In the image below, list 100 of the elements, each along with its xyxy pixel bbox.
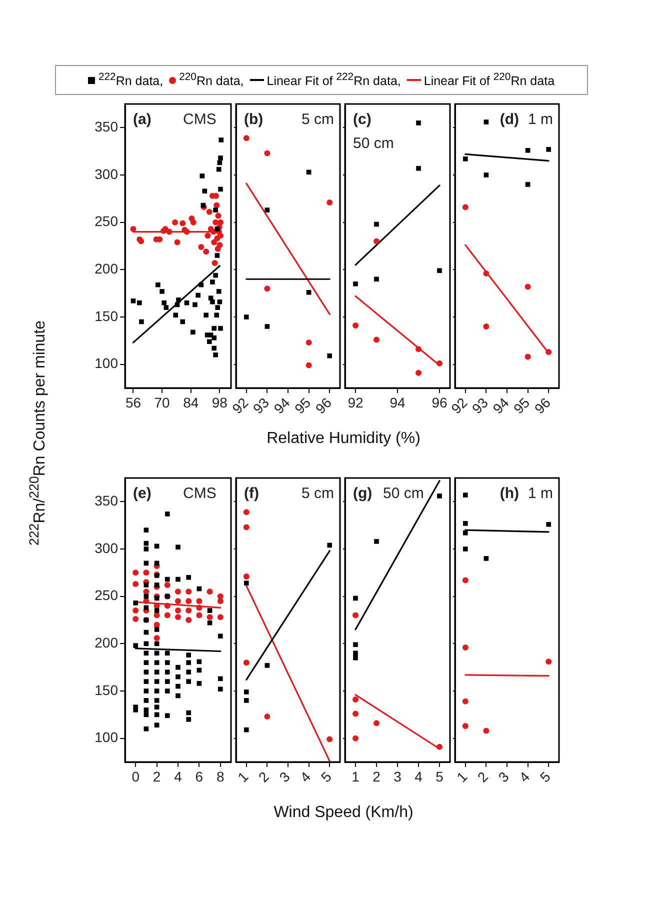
point [374,720,380,726]
point [203,248,210,255]
point [214,253,220,258]
annotation: (f) [244,485,259,502]
x-tick-label: 3 [276,768,293,786]
x-axis-title: Wind Speed (Km/h) [274,804,414,822]
x-tick-label: 5 [436,768,444,784]
point [180,220,186,226]
point [525,148,530,153]
point [374,276,379,282]
point [206,614,213,620]
point [212,346,217,351]
point [196,612,202,618]
y-tick-label: 150 [94,308,118,324]
point [306,362,312,368]
point [244,580,249,586]
y-tick-label: 350 [94,118,118,135]
point [132,616,139,622]
point [175,608,181,614]
point [264,663,270,668]
x-tick-label: 93 [250,394,272,417]
point [243,135,250,142]
x-tick-label: 0 [132,768,140,784]
point [175,614,181,620]
point [217,614,224,620]
point [353,650,358,656]
point [416,120,421,126]
point [217,598,224,604]
point [196,292,200,298]
point [154,612,160,618]
point [186,617,192,623]
point [218,326,223,331]
x-tick-label: 4 [516,768,533,786]
x-tick-label: 2 [474,768,492,786]
point [416,346,422,352]
y-tick-label: 250 [94,213,118,230]
x-tick-label: 8 [216,768,224,784]
point [374,222,379,227]
point [546,522,552,527]
point [213,208,218,212]
point [484,120,489,124]
x-tick-label: 95 [510,394,533,417]
point [462,156,468,162]
point [204,312,208,318]
x-tick-label: 6 [195,768,204,784]
point [200,174,205,178]
point [192,302,198,308]
y-tick-label: 150 [94,682,118,698]
point [437,494,442,498]
point [210,280,215,284]
annotation: 5 cm [301,111,334,128]
point [352,710,358,717]
x-tick-label: 96 [531,394,554,417]
y-tick-label: 100 [94,729,118,746]
x-tick-label: 3 [394,768,402,784]
point [214,246,221,252]
annotation: (e) [133,485,152,502]
point [214,202,220,208]
point [208,332,214,338]
point [130,226,136,232]
point [306,340,312,346]
point [483,270,490,276]
point [462,530,468,536]
point [214,312,219,318]
x-tick-label: 4 [174,768,182,784]
point [416,166,421,171]
annotation: 1 m [528,111,553,128]
point [462,521,468,526]
point [243,660,250,666]
point [326,199,333,206]
point [243,509,250,516]
x-tick-label: 94 [390,394,406,410]
point [436,744,442,750]
annotation: (d) [500,111,519,128]
point [218,156,223,160]
point [525,182,530,187]
point [218,186,223,192]
point [139,319,144,324]
point [483,323,490,330]
x-tick-label: 96 [432,394,448,410]
point [352,322,358,329]
point [215,212,222,219]
point [546,349,552,356]
point [160,289,164,294]
point [212,326,217,331]
point [137,300,142,306]
point [214,226,220,232]
point [327,542,332,548]
point [484,172,489,178]
point [244,690,249,694]
point [206,588,213,595]
y-tick-label: 200 [94,260,118,277]
point [175,598,181,604]
point [154,622,160,628]
point [462,723,468,730]
annotation: 1 m [528,485,553,502]
point [374,336,380,343]
x-tick-label: 1 [453,768,470,786]
point [374,539,379,544]
point [213,352,218,358]
